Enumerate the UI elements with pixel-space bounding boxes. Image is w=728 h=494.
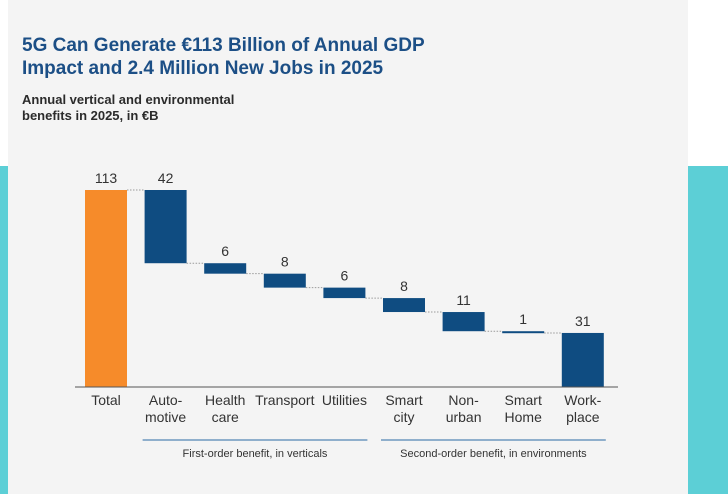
step-bar	[502, 331, 545, 334]
value-label: 11	[456, 292, 471, 308]
chart-subtitle: Annual vertical and environmental benefi…	[22, 92, 342, 124]
category-label: Total	[91, 392, 121, 408]
title-line-2: Impact and 2.4 Million New Jobs in 2025	[22, 58, 384, 79]
subtitle-line-2: benefits in 2025, in €B	[22, 108, 159, 123]
value-label: 8	[281, 254, 289, 270]
value-label: 31	[575, 313, 591, 329]
category-label: place	[566, 409, 600, 425]
category-label: Smart	[505, 392, 542, 408]
step-bar	[323, 287, 366, 299]
category-label: Auto-	[149, 392, 183, 408]
step-bar	[383, 298, 425, 313]
subtitle-line-1: Annual vertical and environmental	[22, 92, 235, 107]
value-label: 6	[341, 268, 349, 284]
category-label: care	[212, 409, 239, 425]
step-bar	[204, 263, 247, 274]
value-label: 8	[400, 278, 408, 294]
category-label: Home	[505, 409, 543, 425]
category-label: motive	[145, 409, 186, 425]
page-title: 5G Can Generate €113 Billion of Annual G…	[22, 34, 582, 80]
category-label: Non-	[448, 392, 479, 408]
group-label-second-order: Second-order benefit, in environments	[400, 448, 587, 460]
category-label: Smart	[385, 392, 422, 408]
category-label: Work-	[564, 392, 601, 408]
category-label: city	[394, 409, 415, 425]
step-bar	[144, 190, 187, 264]
value-label: 42	[158, 170, 174, 186]
step-bar	[561, 332, 604, 387]
value-label: 6	[221, 243, 229, 259]
value-label: 1	[519, 311, 527, 327]
step-bar	[442, 312, 485, 332]
step-bar	[263, 273, 306, 288]
category-label: Utilities	[322, 392, 367, 408]
total-bar	[85, 190, 127, 387]
value-label: 113	[95, 170, 118, 186]
group-label-first-order: First-order benefit, in verticals	[183, 448, 328, 460]
accent-band-left	[0, 166, 8, 494]
category-label: Transport	[255, 392, 315, 408]
title-line-1: 5G Can Generate €113 Billion of Annual G…	[22, 35, 425, 56]
accent-band-right	[688, 166, 728, 494]
category-label: Health	[205, 392, 245, 408]
category-label: urban	[446, 409, 482, 425]
